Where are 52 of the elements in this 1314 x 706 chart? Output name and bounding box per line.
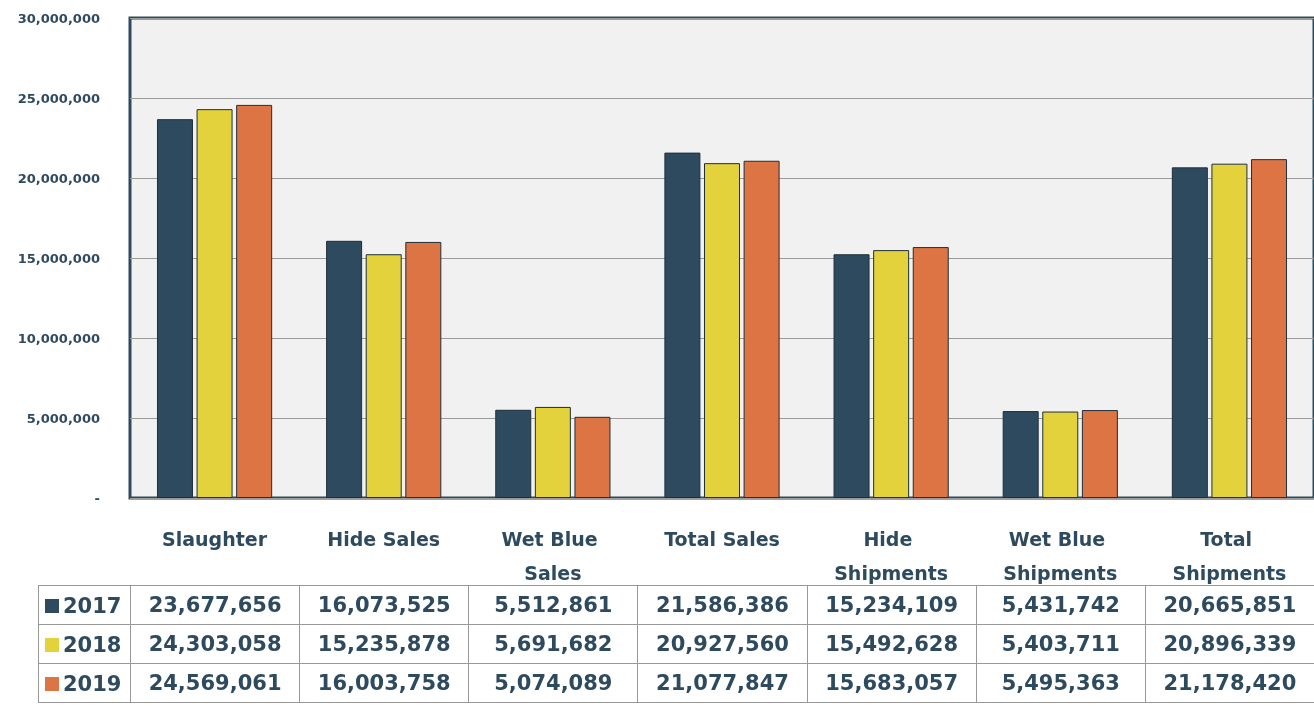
- x-tick-label: Total Sales: [664, 528, 780, 550]
- data-label: 21,586,386: [637, 585, 808, 625]
- y-tick-label: 20,000,000: [17, 170, 100, 186]
- data-label: 15,683,057: [807, 663, 977, 703]
- y-tick-label: 25,000,000: [17, 90, 100, 106]
- bar: [196, 109, 233, 498]
- bar: [873, 250, 910, 498]
- legend-label: 2019: [63, 671, 122, 696]
- data-label: 5,431,742: [976, 585, 1146, 625]
- x-tick-label: Wet Blue Sales: [501, 528, 605, 584]
- bar: [1211, 163, 1248, 498]
- data-label: 24,569,061: [130, 663, 300, 703]
- data-label: 15,234,109: [807, 585, 977, 625]
- x-tick-label: Hide Shipments: [834, 528, 949, 584]
- y-tick-label: 30,000,000: [17, 10, 100, 26]
- data-label: 5,074,089: [468, 663, 638, 703]
- data-label: 20,927,560: [637, 624, 808, 664]
- y-tick-label: -: [94, 490, 100, 506]
- bar: [743, 160, 780, 498]
- data-label: 5,691,682: [468, 624, 638, 664]
- data-label: 20,665,851: [1145, 585, 1314, 625]
- bar: [1081, 410, 1118, 498]
- y-tick-label: 5,000,000: [26, 410, 100, 426]
- y-tick-label: 15,000,000: [17, 250, 100, 266]
- bar: [365, 254, 402, 498]
- data-label: 15,492,628: [807, 624, 977, 664]
- data-label: 5,403,711: [976, 624, 1146, 664]
- data-label: 15,235,878: [299, 624, 469, 664]
- data-label: 23,677,656: [130, 585, 300, 625]
- bar: [405, 241, 442, 498]
- legend-label: 2018: [63, 632, 122, 657]
- data-label: 24,303,058: [130, 624, 300, 664]
- data-label: 16,003,758: [299, 663, 469, 703]
- data-label: 20,896,339: [1145, 624, 1314, 664]
- data-label: 16,073,525: [299, 585, 469, 625]
- data-label: 5,495,363: [976, 663, 1146, 703]
- x-tick-label: Slaughter: [162, 528, 268, 550]
- y-tick-label: 10,000,000: [17, 330, 100, 346]
- bar: [1251, 159, 1288, 498]
- x-tick-label: Wet Blue Shipments: [1003, 528, 1118, 584]
- data-label: 21,077,847: [637, 663, 808, 703]
- bar: [1042, 411, 1079, 498]
- bar: [534, 406, 571, 498]
- bar: [574, 416, 611, 498]
- bar: [704, 163, 740, 498]
- x-tick-label: Total Shipments: [1172, 528, 1287, 584]
- data-label: 5,512,861: [468, 585, 638, 625]
- bar: [912, 247, 949, 498]
- bar: [236, 104, 273, 498]
- data-label: 21,178,420: [1145, 663, 1314, 703]
- x-tick-label: Hide Sales: [327, 528, 441, 550]
- legend-label: 2017: [63, 593, 122, 618]
